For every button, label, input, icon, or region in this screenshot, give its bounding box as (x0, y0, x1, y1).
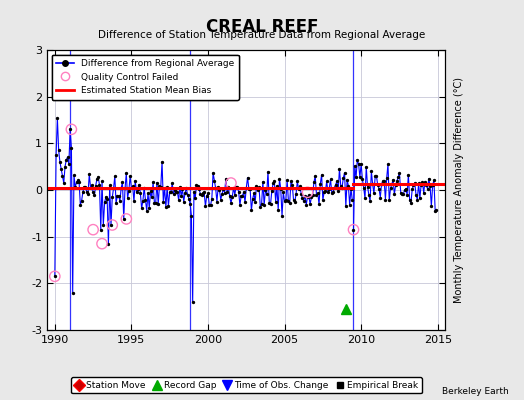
Point (303, 189, 312, 196)
Point (51, 273, 59, 280)
Point (89, 226, 97, 233)
Legend: Station Move, Record Gap, Time of Obs. Change, Empirical Break: Station Move, Record Gap, Time of Obs. C… (71, 377, 422, 394)
Point (350, 226, 358, 233)
Point (67, 126, 75, 132)
Point (98, 240, 106, 247)
Text: Difference of Station Temperature Data from Regional Average: Difference of Station Temperature Data f… (99, 30, 425, 40)
Text: CREAL REEF: CREAL REEF (206, 18, 318, 36)
Point (122, 216, 130, 222)
Point (108, 222, 116, 228)
Point (227, 180, 235, 186)
Legend: Difference from Regional Average, Quality Control Failed, Estimated Station Mean: Difference from Regional Average, Qualit… (52, 54, 239, 100)
Y-axis label: Monthly Temperature Anomaly Difference (°C): Monthly Temperature Anomaly Difference (… (454, 77, 464, 303)
Text: Berkeley Earth: Berkeley Earth (442, 387, 508, 396)
